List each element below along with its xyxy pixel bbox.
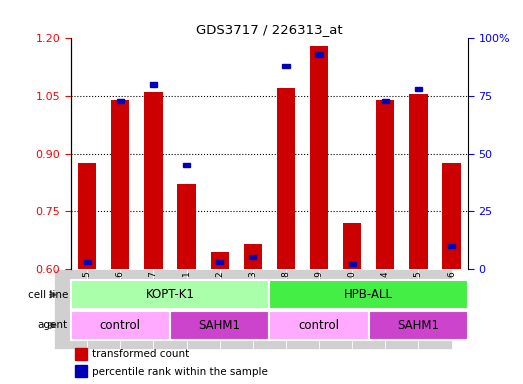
Bar [352, 269, 385, 349]
Bar [286, 269, 319, 349]
Bar [75, 348, 86, 360]
Text: control: control [299, 319, 339, 332]
Text: transformed count: transformed count [93, 349, 190, 359]
Text: cell line: cell line [28, 290, 68, 300]
Bar [369, 311, 468, 340]
Bar [150, 83, 157, 86]
Bar [282, 64, 290, 68]
Text: HPB-ALL: HPB-ALL [344, 288, 393, 301]
Bar [348, 262, 356, 266]
Text: SAHM1: SAHM1 [199, 319, 241, 332]
Bar [120, 269, 153, 349]
Bar [170, 311, 269, 340]
Bar [153, 269, 187, 349]
Bar [277, 88, 295, 269]
Bar [87, 269, 120, 349]
Bar [78, 163, 96, 269]
Bar [54, 269, 87, 349]
Bar [269, 311, 369, 340]
Bar [319, 269, 352, 349]
Bar [216, 260, 223, 264]
Title: GDS3717 / 226313_at: GDS3717 / 226313_at [196, 23, 343, 36]
Bar [71, 311, 170, 340]
Bar [253, 269, 286, 349]
Bar [111, 100, 129, 269]
Bar [177, 184, 196, 269]
Bar [84, 260, 91, 264]
Bar [269, 280, 468, 309]
Bar [75, 365, 86, 377]
Bar [315, 53, 323, 56]
Bar [442, 163, 461, 269]
Text: percentile rank within the sample: percentile rank within the sample [93, 366, 268, 377]
Text: agent: agent [38, 320, 68, 331]
Bar [249, 255, 256, 259]
Bar [343, 223, 361, 269]
Bar [385, 269, 418, 349]
Bar [220, 269, 253, 349]
Bar [410, 94, 427, 269]
Bar [310, 46, 328, 269]
Bar [183, 163, 190, 167]
Bar [418, 269, 451, 349]
Bar [415, 87, 422, 91]
Bar [211, 252, 229, 269]
Text: control: control [100, 319, 141, 332]
Bar [144, 92, 163, 269]
Bar [117, 99, 124, 103]
Text: KOPT-K1: KOPT-K1 [145, 288, 195, 301]
Text: SAHM1: SAHM1 [397, 319, 439, 332]
Bar [244, 244, 262, 269]
Bar [382, 99, 389, 103]
Bar [376, 100, 394, 269]
Bar [448, 244, 455, 248]
Bar [187, 269, 220, 349]
Bar [71, 280, 269, 309]
